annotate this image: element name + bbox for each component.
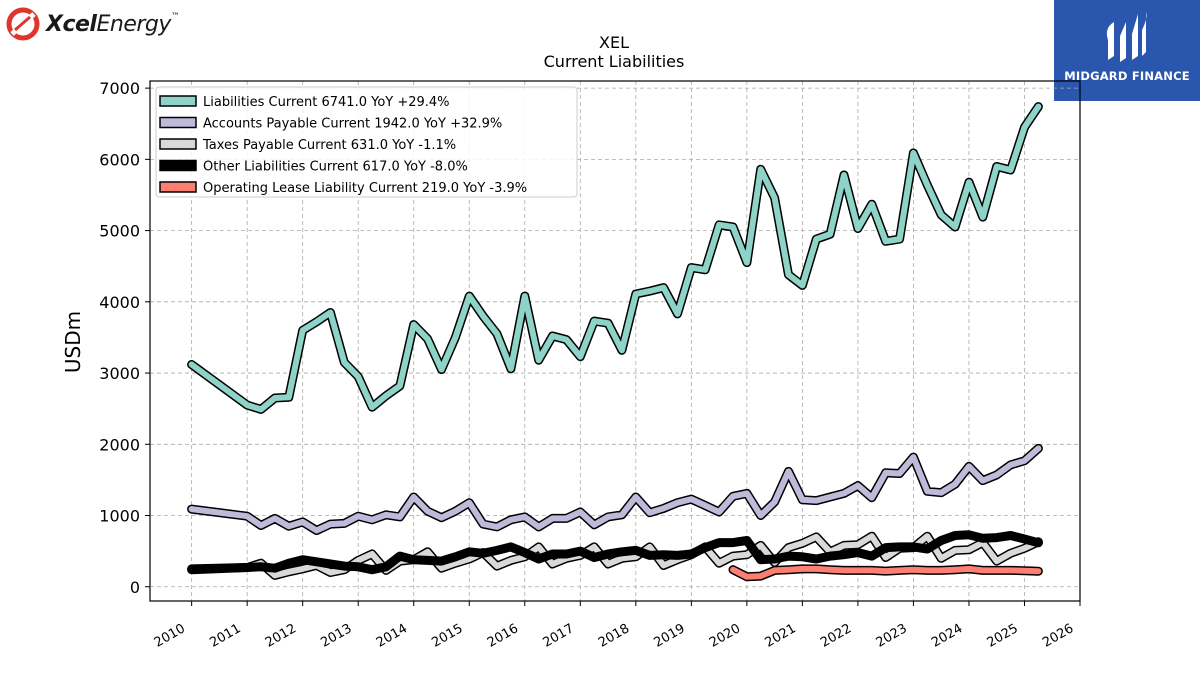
x-tick-label: 2017 [540,621,576,651]
series-line-other-liabilities-current [187,530,1043,575]
x-tick-label: 2016 [485,621,521,651]
y-tick-label: 2000 [99,435,140,454]
chart-title: XEL [599,33,629,52]
legend-entry: Other Liabilities Current 617.0 YoY -8.0… [203,160,468,175]
legend-swatch [159,181,197,193]
series-line-accounts-payable-current [188,445,1042,534]
x-tick-label: 2011 [207,621,243,651]
midgard-finance-logo: MIDGARD FINANCE [1054,0,1200,101]
xcel-energy-wordmark: XcelEnergy™ [46,11,180,37]
y-tick-label: 6000 [99,150,140,169]
y-tick-label: 7000 [99,79,140,98]
plot-frame [149,80,1081,602]
x-tick-label: 2024 [929,621,965,651]
midgard-finance-mark-icon [1106,12,1147,62]
x-tick-label: 2026 [1040,621,1076,651]
y-tick-label: 3000 [99,364,140,383]
legend-swatch [159,95,197,107]
series-line-operating-lease-liability-current [730,565,1042,580]
legend-swatch [159,159,197,172]
legend-entry: Operating Lease Liability Current 219.0 … [203,181,527,196]
x-tick-label: 2018 [596,621,632,651]
legend: Liabilities Current 6741.0 YoY +29.4% Acc… [155,86,578,198]
x-tick-label: 2025 [985,621,1021,651]
x-tick-label: 2010 [152,621,188,651]
x-tick-label: 2022 [818,621,854,651]
y-tick-label: 5000 [99,222,140,241]
legend-box [155,86,578,198]
midgard-finance-wordmark: MIDGARD FINANCE [1064,69,1190,83]
x-tick-label: 2014 [374,621,410,651]
x-tick-label: 2012 [263,621,299,651]
legend-swatch [159,116,197,129]
chart-subtitle: Current Liabilities [544,52,685,71]
xcel-energy-swirl-icon [6,7,40,41]
x-tick-label: 2023 [874,621,910,651]
legend-entry: Taxes Payable Current 631.0 YoY -1.1% [202,138,456,153]
x-tick-label: 2020 [707,621,743,651]
y-tick-label: 1000 [99,507,140,526]
legend-entry: Accounts Payable Current 1942.0 YoY +32.… [203,117,502,132]
legend-entry: Liabilities Current 6741.0 YoY +29.4% [203,95,450,110]
series-lines [187,102,1043,582]
xcel-energy-logo: XcelEnergy™ [6,6,180,42]
y-tick-label: 0 [130,578,140,597]
legend-swatch [159,138,197,150]
x-tick-label: 2013 [318,621,354,651]
y-tick-label: 4000 [99,293,140,312]
series-line-liabilities-current [188,103,1042,413]
x-tick-label: 2015 [429,621,465,651]
x-tick-label: 2019 [652,621,688,651]
x-tick-label: 2021 [763,621,799,651]
y-axis-label: USDm [61,311,85,373]
